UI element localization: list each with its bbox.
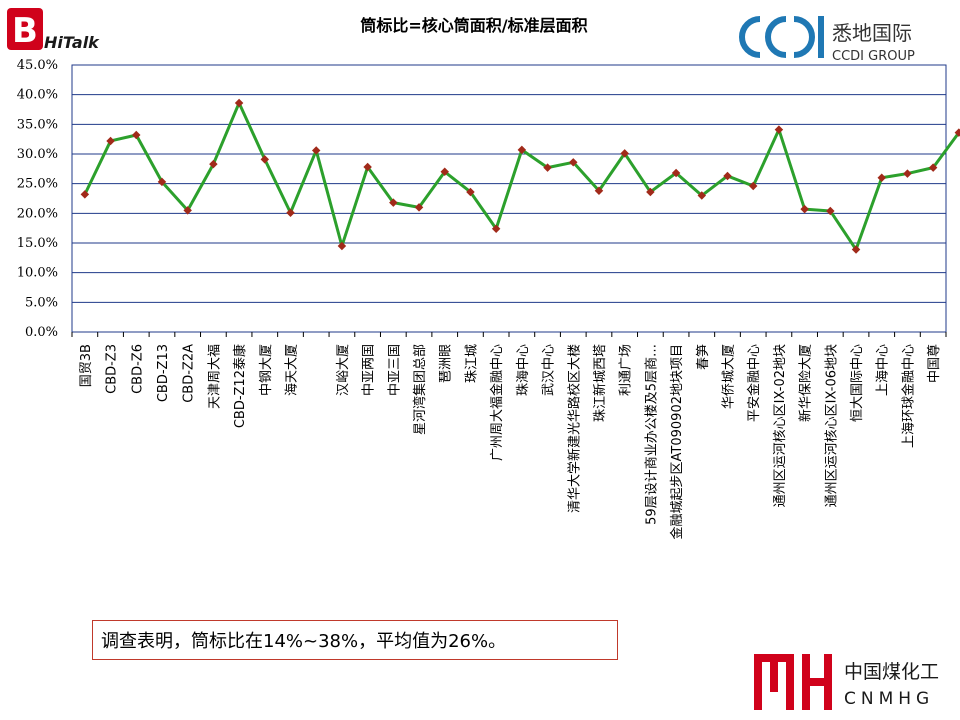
data-point [157,177,167,187]
x-tick-label: 利通广场 [619,344,634,396]
y-tick-label: 35.0% [17,117,58,132]
data-point [491,224,501,234]
cnmhg-name-cn: 中国煤化工 [844,661,939,683]
x-tick-label: 星河湾集团总部 [412,344,428,435]
data-point [363,162,372,172]
cnmhg-logo: 中国煤化工 CNMHG [754,654,939,710]
x-tick-label: 中国尊 [926,344,942,383]
data-point [903,169,912,178]
y-tick-label: 25.0% [17,177,58,192]
data-point [337,241,347,251]
x-tick-label: 清华大学新建光华路校区大楼 [566,344,582,513]
data-point [286,208,295,217]
x-tick-label: 珠江新城西塔 [592,344,608,422]
x-tick-label: 汉峪大厦 [336,344,351,396]
data-point [80,190,90,199]
x-tick-label: 新华保险大厦 [798,344,814,422]
y-tick-label: 0.0% [25,325,58,340]
logo-left-text: HiTalk [44,33,100,52]
x-tick-label: CBD-Z12泰康 [232,344,248,428]
x-axis-labels: 国贸3B CBD-Z3 CBD-Z6 CBD-Z13 CBD-Z2A 天津周大福 CBD-Z… [71,332,947,539]
y-tick-label: 15.0% [17,236,58,251]
x-tick-label: 中亚三国 [387,344,402,396]
logo-left-letter: B [12,11,38,51]
data-point [800,204,809,214]
data-line [83,101,960,252]
x-tick-label: 中钢大厦 [259,344,274,396]
x-tick-label: 恒大国际中心 [850,344,865,422]
x-tick-label: 武汉中心 [542,344,557,396]
x-tick-label: 平安金融中心 [746,344,762,422]
x-tick-label: 中亚两国 [362,344,377,396]
data-point [183,206,192,215]
x-tick-label: 通州区运河核心区IX-02地块 [773,344,788,507]
cnmhg-mark-icon [754,654,832,710]
x-tick-label: 通州区运河核心区IX-06地块 [824,344,839,507]
ccdi-logo: 悉地国际 CCDI GROUP [739,16,915,64]
data-point [209,159,218,169]
x-tick-label: 天津周大福 [207,344,222,409]
note-box: 调查表明，筒标比在14%~38%，平均值为26%。 [92,620,618,660]
x-tick-label: 上海中心 [876,344,891,396]
x-tick-label: 春笋 [695,344,711,370]
x-tick-label: 珠江城 [464,344,479,383]
x-tick-label: 国贸3B [79,344,94,387]
data-point [106,136,115,146]
data-point [414,203,424,212]
y-tick-label: 20.0% [17,206,58,221]
bhitalk-logo: B HiTalk [7,8,100,52]
logo-left-badge [7,8,43,50]
data-point [877,173,886,182]
gridlines [71,64,947,333]
x-tick-label: 珠海中心 [516,344,531,396]
y-tick-label: 30.0% [17,147,58,162]
x-tick-label: CBD-Z13 [156,344,171,402]
x-tick-label: 59层设计商业办公楼及5层商… [644,344,659,525]
x-tick-label: 金融城起步区AT090902地块项目 [669,344,685,539]
y-tick-label: 5.0% [25,295,58,310]
cnmhg-name-en: CNMHG [844,689,934,709]
x-tick-label: CBD-Z6 [130,344,145,394]
x-tick-label: 海天大厦 [285,344,300,396]
series-line [80,98,960,254]
x-tick-label: 琶洲眼 [439,344,454,383]
line-chart: 筒标比=核心筒面积/标准层面积 0.0% 5.0% 10.0% 15.0% 20.0% 2… [17,16,960,539]
x-tick-label: 上海环球金融中心 [900,344,916,448]
data-point [466,187,475,197]
chart-title: 筒标比=核心筒面积/标准层面积 [359,16,587,35]
data-point [311,146,321,155]
note-text: 调查表明，筒标比在14%~38%，平均值为26%。 [101,631,507,652]
y-tick-label: 45.0% [17,58,58,73]
data-point [132,130,141,140]
data-point [260,155,270,164]
y-tick-label: 40.0% [17,88,58,103]
ccdi-mark-icon [739,16,824,58]
data-point [234,98,244,108]
y-tick-label: 10.0% [17,266,58,281]
plot-area-frame [71,64,947,333]
data-point [440,167,449,177]
data-point [389,198,398,207]
ccdi-name-en: CCDI GROUP [832,49,915,64]
ccdi-name-cn: 悉地国际 [832,21,912,45]
x-tick-label: 广州周大福金融中心 [489,344,505,461]
x-tick-label: 华侨城大厦 [722,344,737,409]
y-axis-labels: 0.0% 5.0% 10.0% 15.0% 20.0% 25.0% 30.0% 35.0% 40… [17,58,58,340]
x-tick-label: CBD-Z3 [105,344,120,394]
x-tick-label: CBD-Z2A [182,344,197,403]
